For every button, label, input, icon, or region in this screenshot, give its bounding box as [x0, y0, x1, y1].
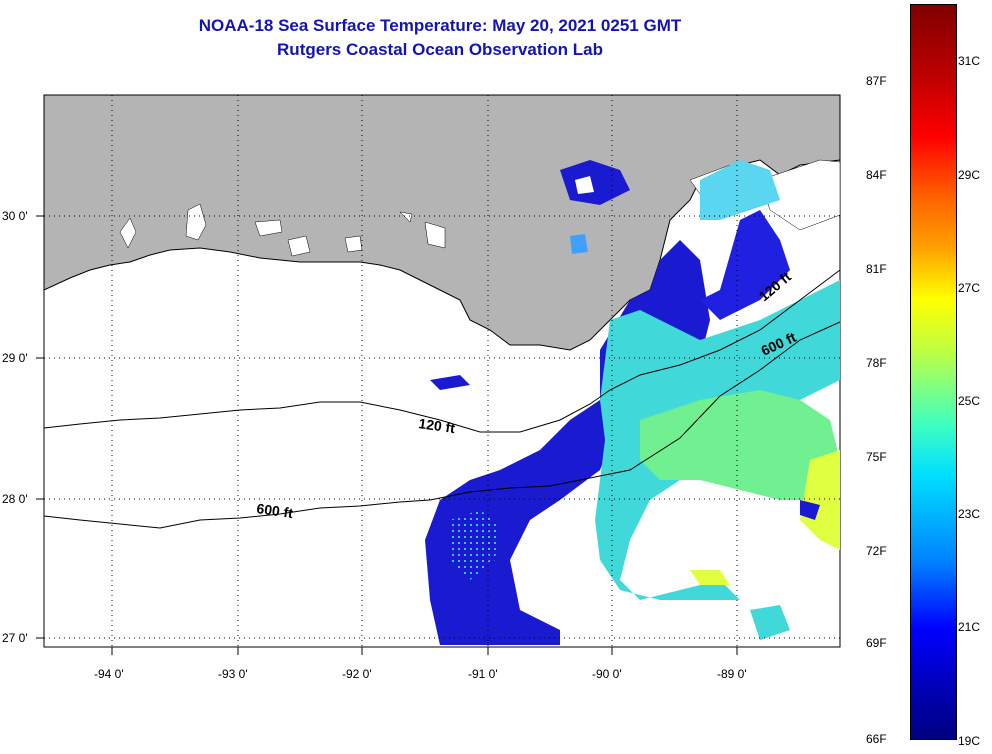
lon-label: -90 0': [592, 667, 622, 681]
map-title: NOAA-18 Sea Surface Temperature: May 20,…: [198, 16, 682, 35]
frame-ticks: [36, 215, 738, 655]
contour-label-600ft-west: 600 ft: [256, 500, 295, 521]
colorbar-f-label: 66F: [866, 732, 887, 746]
sst-patch-yellow2: [690, 570, 730, 585]
sst-map: 120 ft 600 ft 120 ft 600 ft -94 0' -93 0…: [2, 94, 841, 681]
contour-label-120ft-west: 120 ft: [418, 415, 457, 436]
colorbar-c-label: 19C: [958, 734, 981, 748]
colorbar-c-label: 31C: [958, 54, 981, 68]
colorbar-f-label: 87F: [866, 74, 887, 88]
lon-label: -89 0': [717, 667, 747, 681]
lon-label: -91 0': [468, 667, 498, 681]
sst-patch-lightblue: [700, 160, 780, 220]
lat-label: 29 0': [2, 351, 28, 365]
colorbar-c-label: 27C: [958, 281, 981, 295]
graticule: [44, 95, 840, 647]
contour-600ft-line: [43, 321, 841, 529]
lat-label: 28 0': [2, 492, 28, 506]
colorbar-c-label: 23C: [958, 507, 981, 521]
colorbar-f-label: 81F: [866, 262, 887, 276]
sst-patch-yellow: [800, 450, 840, 550]
lon-label: -92 0': [342, 667, 372, 681]
sst-patch-blue-east: [700, 210, 790, 320]
contour-120ft-line: [43, 269, 841, 433]
colorbar-c-label: 25C: [958, 394, 981, 408]
colorbar-f-label: 84F: [866, 168, 887, 182]
map-subtitle: Rutgers Coastal Ocean Observation Lab: [277, 40, 603, 59]
colorbar-f-label: 72F: [866, 544, 887, 558]
temperature-colorbar: [910, 4, 957, 740]
lat-label: 27 0': [2, 631, 28, 645]
sst-patch-small: [560, 160, 630, 205]
lon-label: -93 0': [218, 667, 248, 681]
colorbar-f-label: 78F: [866, 356, 887, 370]
colorbar-f-label: 69F: [866, 636, 887, 650]
lat-label: 30 0': [2, 209, 28, 223]
colorbar-c-label: 21C: [958, 620, 981, 634]
sst-patch-inner-blue: [450, 510, 500, 580]
sst-patch-green: [640, 390, 840, 500]
lon-label: -94 0': [94, 667, 124, 681]
colorbar-c-label: 29C: [958, 168, 981, 182]
colorbar-f-label: 75F: [866, 450, 887, 464]
